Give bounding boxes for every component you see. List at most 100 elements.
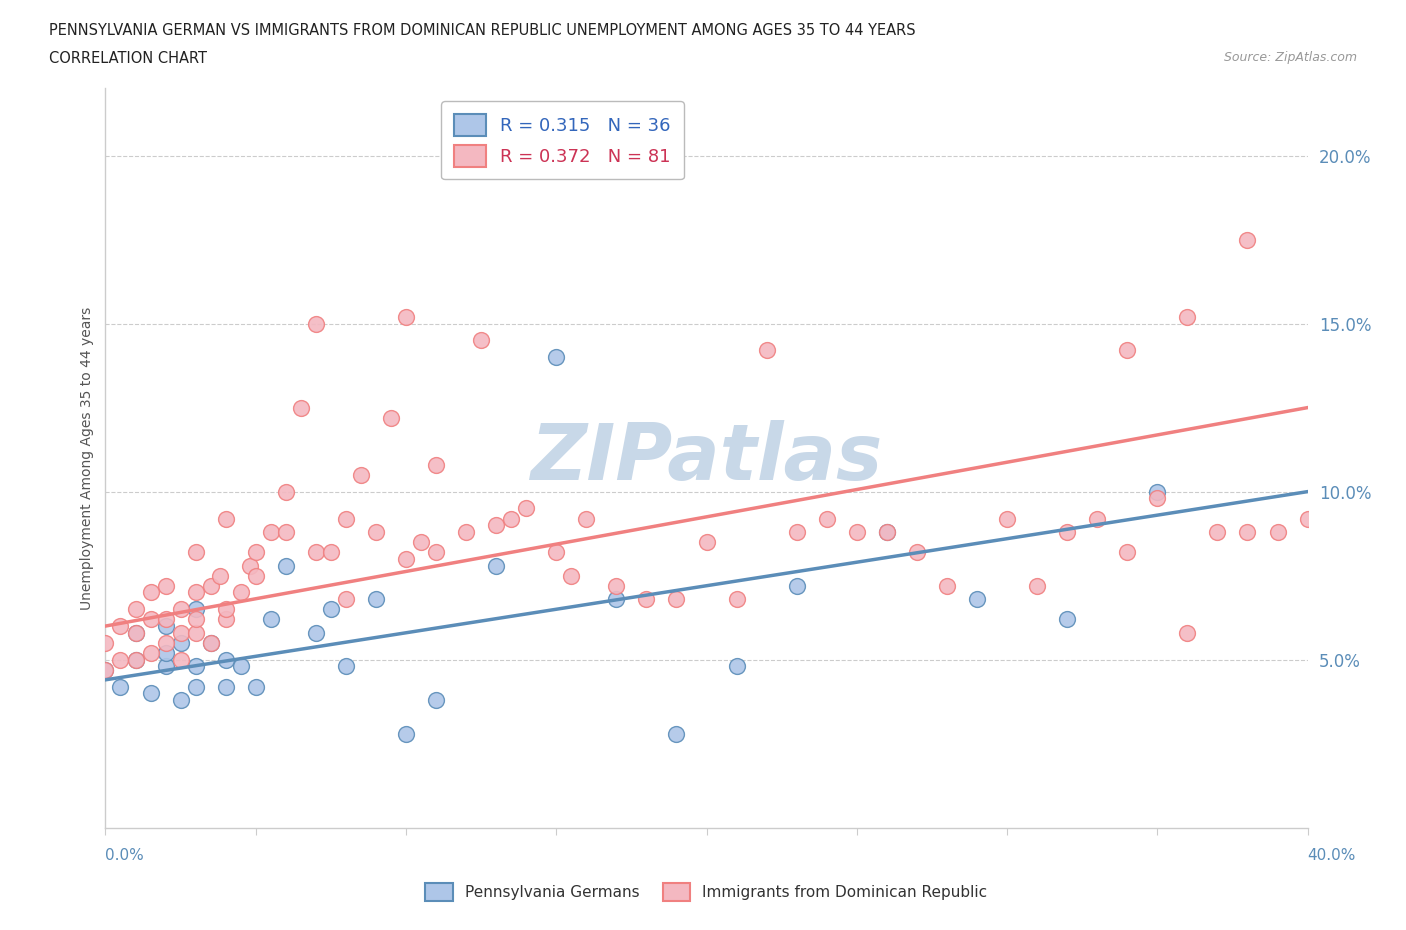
- Point: [425, 545, 447, 560]
- Point: [425, 458, 447, 472]
- Text: PENNSYLVANIA GERMAN VS IMMIGRANTS FROM DOMINICAN REPUBLIC UNEMPLOYMENT AMONG AGE: PENNSYLVANIA GERMAN VS IMMIGRANTS FROM D…: [49, 23, 915, 38]
- Point: [139, 585, 162, 600]
- Point: [274, 485, 297, 499]
- Point: [94, 635, 117, 650]
- Point: [1056, 525, 1078, 539]
- Point: [425, 693, 447, 708]
- Point: [155, 578, 177, 593]
- Point: [335, 512, 357, 526]
- Point: [184, 625, 207, 640]
- Point: [1267, 525, 1289, 539]
- Point: [515, 501, 537, 516]
- Point: [200, 578, 222, 593]
- Point: [696, 535, 718, 550]
- Point: [110, 679, 132, 694]
- Point: [1116, 545, 1139, 560]
- Point: [305, 625, 328, 640]
- Point: [200, 635, 222, 650]
- Point: [169, 602, 191, 617]
- Point: [786, 525, 808, 539]
- Point: [665, 726, 688, 741]
- Point: [169, 635, 191, 650]
- Point: [110, 652, 132, 667]
- Point: [845, 525, 868, 539]
- Point: [409, 535, 432, 550]
- Point: [239, 558, 262, 573]
- Point: [755, 343, 778, 358]
- Point: [155, 635, 177, 650]
- Point: [319, 602, 342, 617]
- Point: [184, 602, 207, 617]
- Point: [454, 525, 477, 539]
- Point: [364, 591, 387, 606]
- Point: [214, 602, 236, 617]
- Point: [876, 525, 898, 539]
- Point: [470, 333, 492, 348]
- Point: [815, 512, 838, 526]
- Point: [208, 568, 231, 583]
- Point: [485, 518, 508, 533]
- Point: [245, 568, 267, 583]
- Point: [1206, 525, 1229, 539]
- Point: [395, 551, 418, 566]
- Text: CORRELATION CHART: CORRELATION CHART: [49, 51, 207, 66]
- Point: [305, 545, 328, 560]
- Point: [1026, 578, 1049, 593]
- Point: [725, 659, 748, 674]
- Point: [605, 578, 627, 593]
- Point: [200, 635, 222, 650]
- Point: [485, 558, 508, 573]
- Point: [560, 568, 582, 583]
- Point: [229, 659, 252, 674]
- Point: [636, 591, 658, 606]
- Point: [124, 625, 146, 640]
- Point: [335, 591, 357, 606]
- Point: [214, 612, 236, 627]
- Point: [124, 625, 146, 640]
- Point: [155, 659, 177, 674]
- Point: [245, 679, 267, 694]
- Point: [364, 525, 387, 539]
- Point: [1085, 512, 1108, 526]
- Point: [260, 612, 283, 627]
- Point: [184, 659, 207, 674]
- Text: 0.0%: 0.0%: [105, 848, 145, 863]
- Point: [966, 591, 988, 606]
- Point: [229, 585, 252, 600]
- Point: [1296, 512, 1319, 526]
- Point: [214, 512, 236, 526]
- Point: [290, 400, 312, 415]
- Point: [155, 645, 177, 660]
- Point: [395, 726, 418, 741]
- Point: [245, 545, 267, 560]
- Point: [546, 545, 568, 560]
- Point: [995, 512, 1018, 526]
- Point: [214, 652, 236, 667]
- Point: [665, 591, 688, 606]
- Point: [169, 693, 191, 708]
- Point: [1175, 625, 1198, 640]
- Point: [319, 545, 342, 560]
- Point: [546, 350, 568, 365]
- Text: Source: ZipAtlas.com: Source: ZipAtlas.com: [1223, 51, 1357, 64]
- Point: [184, 679, 207, 694]
- Point: [395, 310, 418, 325]
- Text: ZIPatlas: ZIPatlas: [530, 420, 883, 496]
- Point: [260, 525, 283, 539]
- Point: [936, 578, 959, 593]
- Point: [605, 591, 627, 606]
- Point: [184, 612, 207, 627]
- Y-axis label: Unemployment Among Ages 35 to 44 years: Unemployment Among Ages 35 to 44 years: [80, 306, 94, 610]
- Point: [214, 679, 236, 694]
- Point: [1146, 491, 1168, 506]
- Point: [124, 602, 146, 617]
- Legend: Pennsylvania Germans, Immigrants from Dominican Republic: Pennsylvania Germans, Immigrants from Do…: [418, 875, 995, 909]
- Point: [94, 662, 117, 677]
- Point: [110, 618, 132, 633]
- Point: [350, 468, 373, 483]
- Point: [786, 578, 808, 593]
- Point: [139, 645, 162, 660]
- Point: [876, 525, 898, 539]
- Point: [725, 591, 748, 606]
- Point: [1236, 525, 1258, 539]
